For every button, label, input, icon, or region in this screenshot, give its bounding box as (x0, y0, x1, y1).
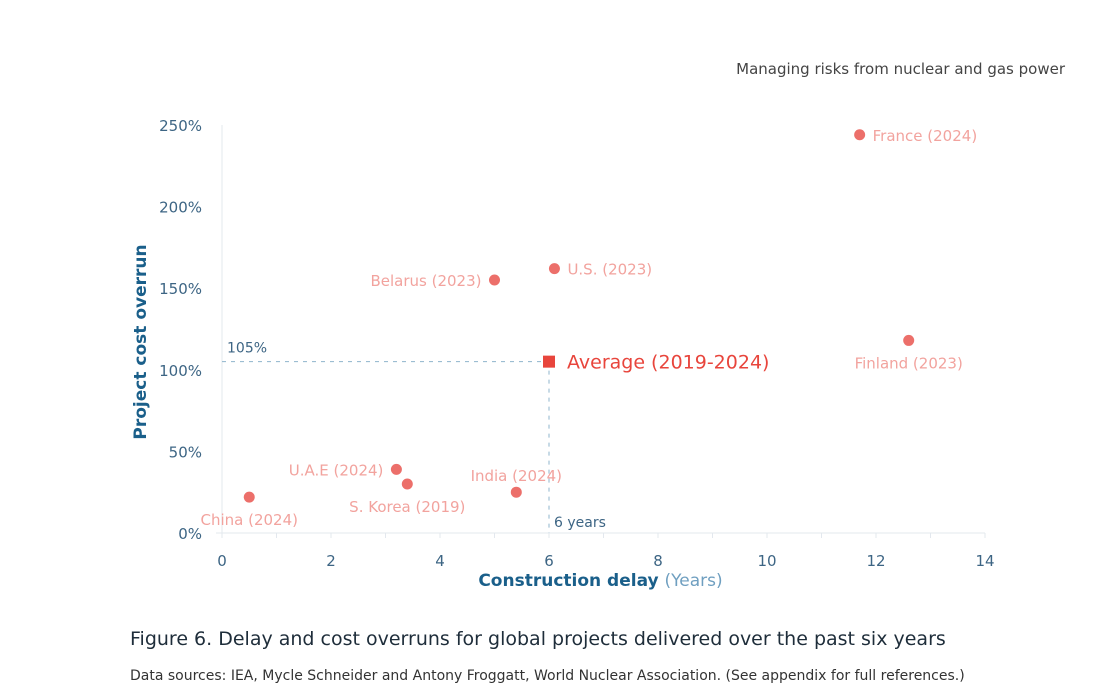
data-point-label: Finland (2023) (855, 354, 963, 372)
scatter-chart: 0 2 4 6 8 10 12 14 0% 50% 100% 150% 200% 250% Construc… (131, 117, 995, 591)
average-marker (543, 355, 555, 368)
data-point (510, 486, 522, 498)
data-sources: Data sources: IEA, Mycle Schneider and A… (130, 668, 965, 684)
y-tick-label: 50% (169, 443, 202, 461)
report-header: Managing risks from nuclear and gas powe… (736, 60, 1065, 78)
data-point-label: U.A.E (2024) (289, 461, 384, 479)
data-point (903, 334, 915, 346)
data-point (854, 129, 866, 141)
x-tick-label: 8 (653, 552, 663, 570)
x-tick-label: 2 (326, 552, 336, 570)
average-label: Average (2019-2024) (567, 352, 769, 374)
y-tick-label: 200% (159, 199, 202, 217)
average-x-annotation: 6 years (554, 515, 606, 531)
data-point (390, 463, 402, 475)
x-axis-unit: (Years) (665, 571, 723, 591)
x-tick-label: 6 (544, 552, 554, 570)
data-point (401, 478, 413, 490)
figure-caption: Figure 6. Delay and cost overruns for gl… (130, 628, 946, 650)
average-y-annotation: 105% (227, 341, 267, 357)
x-tick-label: 0 (217, 552, 227, 570)
y-tick-label: 100% (159, 362, 202, 380)
data-point-label: France (2024) (873, 127, 978, 145)
x-axis-title: Construction delay (Years) (478, 571, 722, 591)
data-point (243, 491, 255, 503)
data-point-label: U.S. (2023) (567, 261, 652, 279)
x-tick-label: 10 (757, 552, 776, 570)
y-axis-title: Project cost overrun (131, 244, 151, 439)
data-point (489, 274, 500, 286)
data-point-label: China (2024) (201, 511, 299, 529)
data-point-label: India (2024) (471, 467, 562, 485)
x-tick-label: 4 (435, 552, 445, 570)
data-point-label: Belarus (2023) (370, 272, 481, 290)
y-tick-label: 0% (178, 525, 202, 543)
y-tick-label: 250% (159, 117, 202, 135)
data-point-label: S. Korea (2019) (349, 498, 465, 516)
x-tick-label: 14 (975, 552, 994, 570)
data-point (548, 263, 560, 275)
y-tick-label: 150% (159, 280, 202, 298)
x-tick-label: 12 (866, 552, 885, 570)
